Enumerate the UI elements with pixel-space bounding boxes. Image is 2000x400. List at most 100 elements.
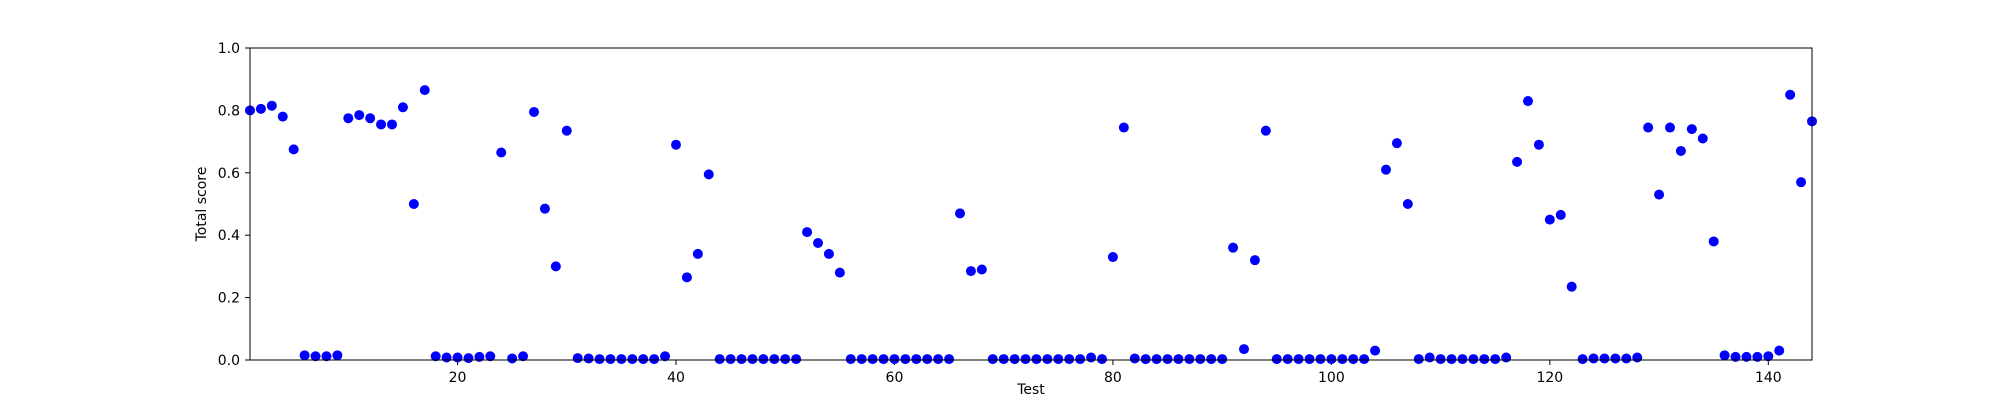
- scatter-point-0-132: [1675, 145, 1686, 156]
- scatter-point-0-68: [976, 264, 987, 275]
- scatter-point-0-97: [1293, 354, 1304, 365]
- scatter-point-0-125: [1599, 353, 1610, 364]
- scatter-point-0-44: [714, 354, 725, 365]
- x-tick-label-5: 120: [1536, 370, 1563, 386]
- scatter-point-0-27: [529, 106, 539, 117]
- scatter-point-0-82: [1129, 353, 1140, 364]
- scatter-point-0-135: [1708, 236, 1719, 247]
- scatter-point-0-60: [889, 354, 900, 365]
- scatter-point-0-58: [867, 354, 878, 365]
- scatter-point-0-140: [1763, 351, 1774, 362]
- scatter-point-0-41: [681, 272, 692, 283]
- scatter-point-0-37: [638, 354, 649, 365]
- scatter-point-0-16: [408, 199, 419, 209]
- scatter-point-0-91: [1228, 242, 1239, 253]
- scatter-point-0-51: [791, 354, 802, 365]
- scatter-point-0-61: [900, 354, 911, 365]
- scatter-point-0-50: [780, 354, 791, 365]
- scatter-point-0-99: [1315, 354, 1326, 365]
- scatter-point-0-103: [1359, 354, 1370, 365]
- scatter-point-0-20: [452, 352, 463, 363]
- scatter-point-0-114: [1479, 354, 1490, 365]
- point-layer: [245, 85, 1817, 365]
- x-tick-label-2: 60: [886, 370, 904, 386]
- scatter-point-0-129: [1643, 122, 1654, 133]
- scatter-point-0-105: [1381, 164, 1391, 175]
- scatter-point-0-111: [1446, 354, 1457, 365]
- scatter-point-0-134: [1697, 133, 1708, 144]
- scatter-point-0-55: [834, 267, 845, 278]
- scatter-point-0-42: [692, 248, 703, 259]
- x-tick-label-3: 80: [1104, 370, 1122, 386]
- scatter-point-0-118: [1523, 96, 1533, 107]
- y-tick-label-1: 0.2: [218, 291, 240, 307]
- scatter-point-0-39: [660, 351, 671, 362]
- scatter-point-0-139: [1752, 351, 1763, 362]
- tick-layer: 20 40 60 80 100 120 140 0.0 0.2 0.4 0.6 0.8 1.0: [218, 41, 1782, 386]
- scatter-point-0-131: [1665, 122, 1675, 133]
- scatter-point-0-56: [845, 354, 856, 365]
- scatter-point-0-80: [1107, 252, 1118, 263]
- y-tick-label-2: 0.4: [218, 228, 240, 244]
- scatter-point-0-142: [1785, 89, 1796, 100]
- scatter-point-0-11: [354, 110, 365, 121]
- scatter-point-0-12: [365, 113, 376, 124]
- scatter-point-0-49: [769, 354, 780, 365]
- scatter-point-0-117: [1512, 156, 1523, 167]
- scatter-point-0-86: [1173, 354, 1184, 365]
- scatter-point-0-104: [1370, 345, 1381, 356]
- x-tick-label-1: 40: [667, 370, 685, 386]
- scatter-point-0-53: [813, 238, 823, 248]
- scatter-point-0-5: [288, 144, 299, 155]
- scatter-point-0-48: [758, 354, 769, 365]
- scatter-point-0-38: [649, 354, 660, 365]
- scatter-point-0-109: [1424, 352, 1435, 363]
- scatter-point-0-35: [616, 354, 627, 365]
- scatter-point-0-14: [387, 119, 397, 130]
- scatter-point-0-113: [1468, 354, 1479, 365]
- scatter-point-0-119: [1533, 139, 1544, 150]
- scatter-point-0-107: [1402, 199, 1413, 209]
- scatter-point-0-89: [1206, 354, 1217, 365]
- scatter-point-0-31: [572, 353, 583, 364]
- scatter-point-0-71: [1009, 354, 1020, 365]
- scatter-point-0-120: [1544, 214, 1555, 225]
- scatter-point-0-141: [1774, 345, 1785, 356]
- y-axis-label: Total score: [194, 167, 210, 243]
- scatter-point-0-22: [474, 351, 485, 362]
- scatter-point-0-29: [550, 261, 561, 272]
- scatter-point-0-92: [1239, 344, 1249, 355]
- scatter-point-0-90: [1217, 354, 1228, 365]
- scatter-point-0-21: [463, 353, 474, 364]
- scatter-point-0-52: [802, 227, 813, 238]
- scatter-point-0-30: [561, 125, 572, 136]
- scatter-point-0-133: [1686, 124, 1697, 135]
- scatter-point-0-127: [1621, 353, 1632, 364]
- x-tick-label-6: 140: [1755, 370, 1782, 386]
- scatter-point-0-88: [1195, 354, 1206, 365]
- scatter-point-0-10: [343, 113, 354, 124]
- scatter-point-0-85: [1162, 354, 1173, 365]
- scatter-point-0-32: [583, 353, 594, 364]
- scatter-point-0-110: [1435, 354, 1446, 365]
- scatter-point-0-136: [1719, 350, 1730, 361]
- x-tick-label-4: 100: [1318, 370, 1345, 386]
- scatter-point-0-15: [397, 102, 408, 113]
- scatter-point-0-9: [332, 350, 343, 361]
- scatter-point-0-43: [703, 169, 714, 180]
- scatter-point-0-8: [321, 351, 332, 362]
- scatter-point-0-63: [922, 354, 933, 365]
- scatter-point-0-124: [1588, 353, 1599, 364]
- scatter-point-0-102: [1348, 354, 1359, 365]
- scatter-point-0-66: [955, 208, 965, 219]
- scatter-point-0-93: [1249, 255, 1260, 266]
- scatter-point-0-87: [1184, 354, 1195, 365]
- scatter-point-0-78: [1086, 352, 1097, 363]
- scatter-point-0-121: [1555, 209, 1566, 220]
- y-tick-label-3: 0.6: [218, 166, 240, 182]
- scatter-point-0-143: [1796, 177, 1807, 188]
- scatter-point-0-94: [1260, 125, 1271, 136]
- x-axis-label: Test: [1016, 382, 1045, 398]
